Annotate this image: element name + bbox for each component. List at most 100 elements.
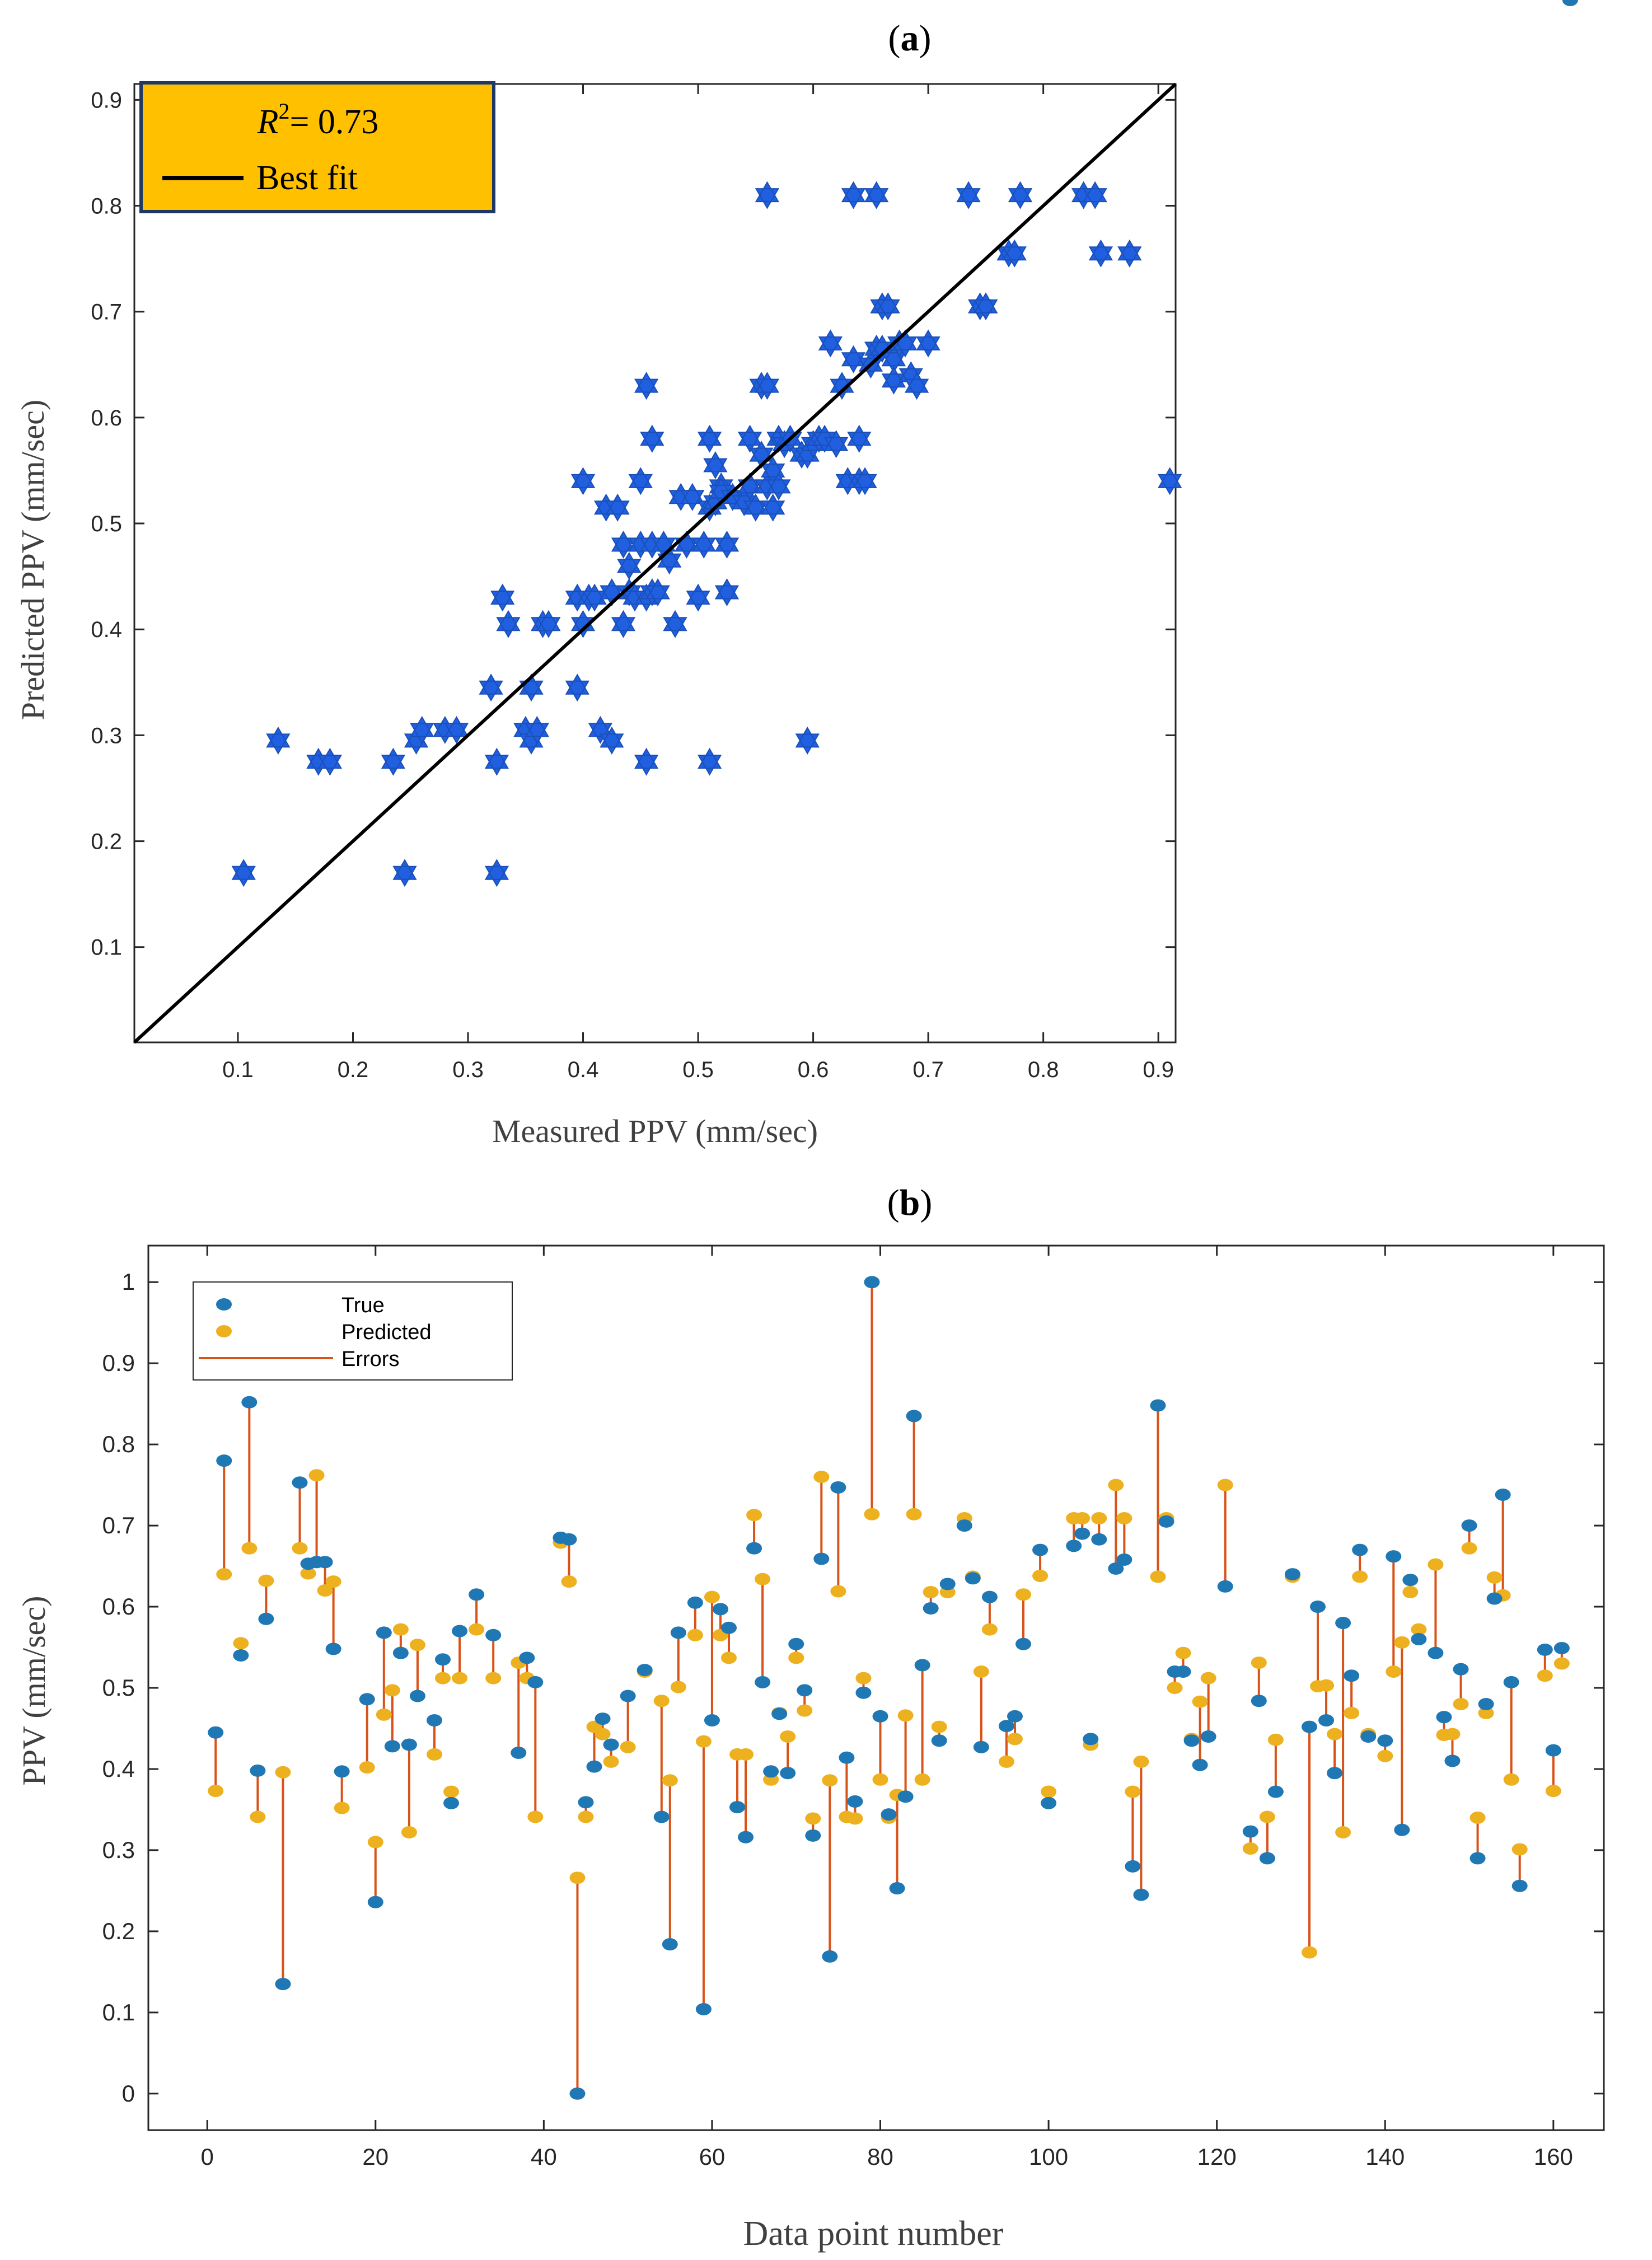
true-point — [1453, 1663, 1469, 1676]
data-point-a — [795, 726, 820, 755]
data-point-a — [847, 424, 872, 453]
data-point-a — [697, 747, 722, 776]
true-point — [1335, 1617, 1351, 1630]
predicted-point — [595, 1728, 611, 1740]
predicted-point — [897, 1709, 914, 1722]
x-axis-label-a: Measured PPV (mm/sec) — [492, 1113, 818, 1149]
legend-best-fit-label: Best fit — [256, 159, 358, 197]
true-point — [1032, 1543, 1049, 1556]
predicted-point — [1335, 1826, 1351, 1839]
data-point-a — [634, 372, 659, 400]
predicted-point — [914, 1773, 930, 1786]
data-point-a — [714, 578, 740, 606]
legend-a-box — [139, 81, 495, 213]
true-point — [746, 1542, 762, 1555]
x-tick-label-a: 0.5 — [682, 1058, 714, 1082]
true-point — [1192, 1758, 1208, 1771]
predicted-point — [275, 1766, 291, 1779]
x-tick-label-a: 0.2 — [338, 1058, 369, 1082]
predicted-point — [258, 1574, 274, 1587]
predicted-point — [822, 1774, 838, 1787]
legend-b: True Predicted Errors — [193, 1281, 513, 1381]
predicted-point — [401, 1826, 417, 1839]
true-point — [1125, 1860, 1141, 1873]
y-tick-label-b: 0.8 — [102, 1431, 135, 1457]
true-point — [805, 1829, 821, 1842]
predicted-point — [292, 1542, 308, 1555]
predicted-point — [1108, 1478, 1124, 1491]
true-point — [1066, 1540, 1082, 1552]
predicted-point — [746, 1509, 762, 1522]
true-point — [738, 1831, 754, 1843]
true-point — [931, 1734, 947, 1747]
x-tick-label-a: 0.4 — [568, 1058, 599, 1082]
y-tick-label-a: 0.1 — [91, 935, 122, 960]
true-point — [409, 1690, 425, 1702]
data-point-a — [570, 467, 596, 495]
predicted-point — [359, 1761, 375, 1774]
true-point — [401, 1738, 417, 1751]
y-tick-label-b: 0.2 — [102, 1918, 135, 1944]
data-point-a — [1158, 467, 1182, 495]
x-tick-label-b: 80 — [867, 2144, 893, 2170]
true-point — [653, 1810, 670, 1823]
data-point-a — [691, 530, 717, 559]
true-point — [1150, 1399, 1166, 1412]
data-point-a — [904, 372, 929, 400]
predicted-point — [738, 1748, 754, 1761]
predicted-point — [830, 1585, 846, 1598]
predicted-point — [931, 1720, 947, 1733]
true-point — [443, 1796, 460, 1809]
y-tick-label-a: 0.4 — [91, 617, 122, 642]
predicted-point — [1259, 1810, 1275, 1823]
true-point — [771, 1707, 788, 1720]
data-point-a — [231, 859, 256, 887]
predicted-point — [334, 1802, 350, 1814]
predicted-point — [1503, 1773, 1519, 1786]
y-tick-label-a: 0.5 — [91, 512, 122, 536]
true-point — [1259, 1852, 1275, 1865]
true-point — [1217, 1580, 1233, 1593]
predicted-point — [1478, 1706, 1494, 1719]
data-point-a — [484, 859, 509, 887]
true-point — [755, 1676, 771, 1688]
data-point-a — [686, 583, 710, 612]
predicted-point — [620, 1740, 636, 1753]
y-axis-label-a: Predicted PPV (mm/sec) — [15, 400, 51, 720]
true-point — [1251, 1695, 1267, 1707]
true-point — [1394, 1823, 1410, 1836]
true-point — [670, 1626, 686, 1639]
true-point — [881, 1808, 897, 1821]
predicted-point — [1428, 1558, 1444, 1571]
data-point-a — [714, 530, 740, 559]
error-chart-b: 0 20 40 60 80 100 120 140 160 0 0.1 0.2 0.3 0.4 0.5 0.6… — [16, 0, 1605, 2253]
true-point — [1486, 1592, 1503, 1605]
x-tick-label-a: 0.1 — [222, 1058, 254, 1082]
predicted-point — [704, 1590, 720, 1603]
true-point — [864, 1276, 880, 1289]
predicted-point — [1200, 1672, 1216, 1685]
true-point — [1015, 1637, 1032, 1650]
predicted-point — [1242, 1842, 1258, 1855]
true-point — [897, 1790, 914, 1803]
true-point — [367, 1896, 383, 1908]
data-markers-a — [231, 181, 1182, 887]
data-point-a — [737, 424, 762, 453]
data-point-a — [605, 493, 630, 522]
true-point — [889, 1882, 905, 1895]
predicted-point — [1318, 1679, 1335, 1692]
predicted-point — [216, 1568, 232, 1581]
predicted-point — [1192, 1695, 1208, 1708]
y-tick-label-a: 0.7 — [91, 300, 122, 325]
predicted-point — [1015, 1588, 1032, 1601]
true-point — [855, 1686, 872, 1699]
data-point-a — [536, 610, 561, 638]
predicted-point — [1074, 1512, 1091, 1525]
true-point — [872, 1710, 888, 1723]
predicted-point — [1411, 1623, 1427, 1636]
predicted-point — [1461, 1542, 1477, 1555]
true-point — [292, 1476, 308, 1489]
true-point — [939, 1578, 956, 1590]
true-point — [914, 1659, 930, 1672]
legend-a: R2= 0.73 Best fit — [139, 81, 495, 213]
